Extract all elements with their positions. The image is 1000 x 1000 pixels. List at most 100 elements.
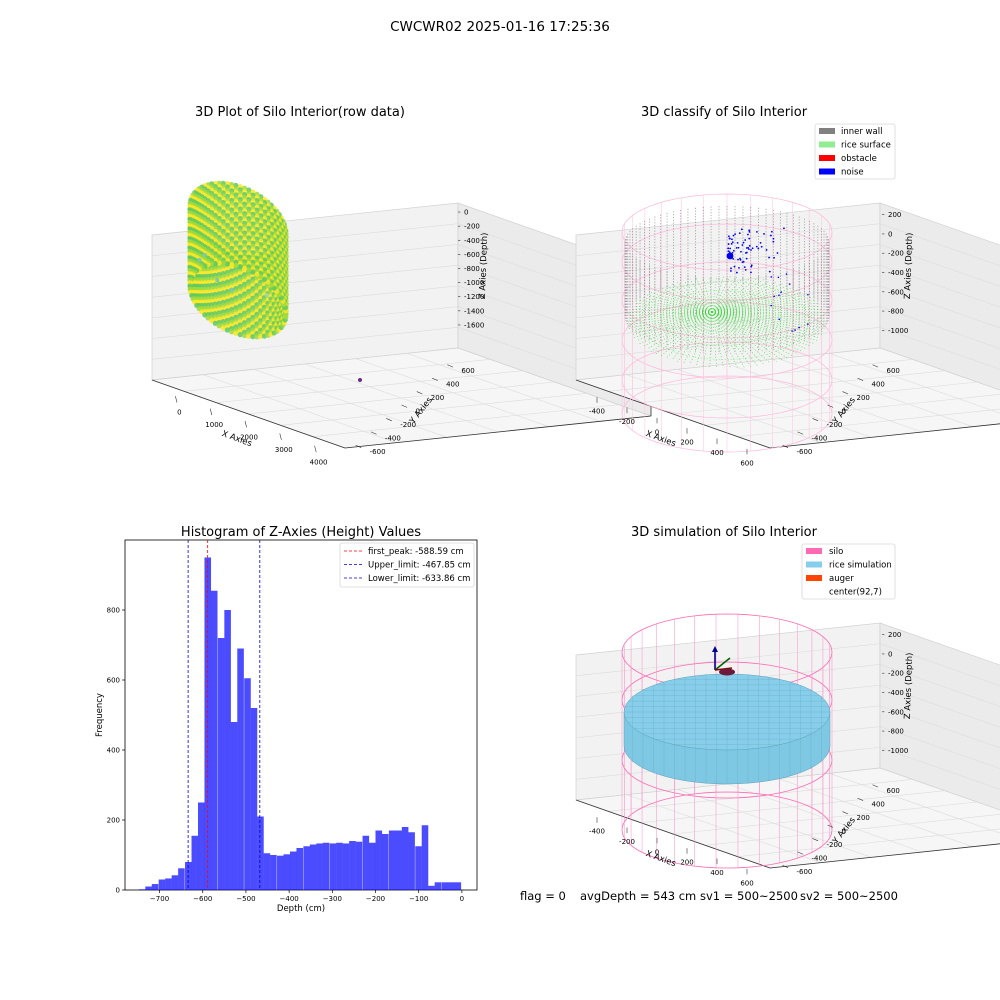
raw3d-grid-floor-y bbox=[253, 369, 448, 438]
histogram-bar bbox=[204, 557, 212, 890]
classify3d-rice-ray bbox=[627, 311, 713, 323]
footer-avg-depth: avgDepth = 543 cm bbox=[580, 889, 696, 903]
classify3d-noise-point bbox=[807, 293, 809, 296]
classify3d-rice-ray bbox=[711, 311, 771, 364]
classify3d-noise-point bbox=[794, 329, 796, 331]
classify3d-noise-point bbox=[729, 247, 732, 250]
simulation3d-legend-swatch bbox=[806, 561, 822, 568]
raw3d-outlier-point bbox=[358, 378, 362, 382]
histogram-bar bbox=[454, 882, 462, 890]
classify3d-noise-point bbox=[743, 266, 746, 269]
raw3d-x-tick-mark bbox=[314, 445, 317, 453]
classify3d-rice-ray bbox=[633, 305, 713, 313]
classify3d-z-tick: -400 bbox=[888, 269, 904, 277]
classify3d-rice-ray bbox=[711, 311, 826, 316]
histogram-legend: first_peak: -588.59 cm Upper_limit: -467.… bbox=[339, 542, 475, 588]
classify3d-noise-point bbox=[791, 330, 793, 332]
classify3d-noise-point bbox=[747, 233, 749, 236]
classify3d-noise-point bbox=[744, 268, 747, 271]
histogram-y-ticks: 0 200 400 600 800 bbox=[107, 607, 125, 895]
simulation3d-legend-swatch bbox=[806, 548, 822, 554]
classify3d-noise-point bbox=[726, 252, 734, 260]
classify3d-rice-ray bbox=[628, 311, 713, 326]
classify3d-noise-point bbox=[773, 256, 775, 259]
histogram-x-tick: −400 bbox=[280, 895, 299, 903]
raw3d-grid-left-z bbox=[151, 306, 459, 339]
simulation3d-legend-label: center(92,7) bbox=[829, 588, 882, 598]
raw3d-grid-floor-y bbox=[406, 353, 601, 422]
classify3d-noise-point bbox=[780, 291, 782, 293]
classify3d-noise-point bbox=[751, 247, 754, 250]
classify3d-xlabel: X Axies bbox=[644, 429, 677, 449]
raw3d-point bbox=[237, 264, 243, 270]
raw3d-point bbox=[261, 276, 268, 282]
classify3d-noise-point bbox=[750, 264, 753, 267]
simulation3d-grid-floor-y bbox=[829, 773, 1000, 834]
classify3d-rice-ray bbox=[696, 311, 713, 366]
simulation3d-x-ticks: -400 -200 0 200 400 600 bbox=[589, 817, 754, 887]
histogram-bar bbox=[408, 832, 415, 890]
simulation3d-y-tick: -200 bbox=[827, 841, 843, 849]
histogram-bar bbox=[428, 885, 435, 890]
classify3d-noise-point bbox=[738, 232, 741, 235]
classify3d-rice-ray bbox=[711, 311, 752, 367]
simulation3d-x-tick: -400 bbox=[589, 828, 605, 836]
classify3d-noise-point bbox=[732, 257, 735, 260]
simulation3d-y-tick: 0 bbox=[842, 828, 846, 836]
histogram-bar bbox=[191, 835, 199, 890]
classify3d-noise-point bbox=[777, 276, 780, 279]
classify3d-rice-ray bbox=[665, 311, 713, 359]
raw3d-point bbox=[228, 261, 235, 268]
classify3d-legend-frame bbox=[814, 123, 896, 180]
simulation3d-grid-floor-y bbox=[778, 778, 973, 847]
classify3d-noise-point bbox=[731, 251, 734, 254]
raw3d-point bbox=[250, 269, 256, 275]
simulation3d-y-tick: 600 bbox=[887, 787, 900, 795]
raw3d-point bbox=[220, 325, 226, 331]
classify3d-pane-back bbox=[879, 202, 1000, 391]
raw3d-point bbox=[241, 332, 248, 339]
classify3d-rice-ray bbox=[711, 311, 738, 368]
raw3d-point bbox=[216, 260, 222, 266]
raw3d-point-cloud bbox=[187, 180, 289, 340]
histogram-bar bbox=[303, 846, 310, 890]
raw3d-z-tick: -800 bbox=[464, 265, 480, 273]
classify3d-rice-ray bbox=[711, 311, 826, 326]
classify3d-x-axis-line bbox=[575, 379, 771, 449]
simulation3d-y-tick: 200 bbox=[857, 814, 870, 822]
classify3d-noise-point bbox=[736, 241, 739, 244]
raw3d-z-ticks: 0 -200 -400 -600 -800 -1000 -1200 -1400 -1600 bbox=[458, 209, 484, 329]
histogram-bar bbox=[309, 844, 317, 890]
classify3d-noise-point bbox=[745, 251, 748, 254]
simulation3d-z-tick: 200 bbox=[888, 631, 901, 639]
classify3d-noise-point bbox=[757, 247, 760, 250]
raw3d-grid-floor-y bbox=[304, 363, 499, 433]
raw3d-grid-floor-y bbox=[202, 374, 397, 443]
classify3d-noise-point bbox=[748, 229, 751, 232]
histogram-y-tick: 800 bbox=[107, 607, 120, 615]
raw3d-x-tick: 0 bbox=[177, 409, 181, 417]
raw3d-z-tick: -200 bbox=[464, 223, 480, 231]
classify3d-rice-ray bbox=[702, 311, 713, 367]
classify3d-noise-point bbox=[729, 270, 732, 272]
classify3d-rice-ray bbox=[628, 311, 713, 316]
histogram-bar bbox=[395, 830, 402, 890]
classify3d-x-tick: -200 bbox=[619, 418, 635, 426]
classify3d-grid-floor-y bbox=[778, 358, 973, 427]
histogram-bar bbox=[217, 638, 225, 890]
status-footer: flag = 0 avgDepth = 543 cm sv1 = 500~250… bbox=[520, 889, 898, 903]
histogram-bar bbox=[375, 830, 383, 890]
raw3d-outlier-point bbox=[197, 258, 202, 262]
classify3d-rice-ray bbox=[650, 311, 713, 352]
histogram-bar bbox=[401, 827, 409, 890]
panel-histogram: Histogram of Z-Axies (Height) Values −70… bbox=[95, 525, 478, 914]
classify3d-y-tick: -600 bbox=[797, 448, 813, 456]
simulation3d-legend-label: auger bbox=[829, 574, 854, 584]
classify3d-noise-point bbox=[776, 252, 779, 254]
classify3d-noise-point bbox=[788, 283, 791, 285]
histogram-bar bbox=[296, 848, 304, 890]
classify3d-noise-point bbox=[783, 227, 785, 230]
